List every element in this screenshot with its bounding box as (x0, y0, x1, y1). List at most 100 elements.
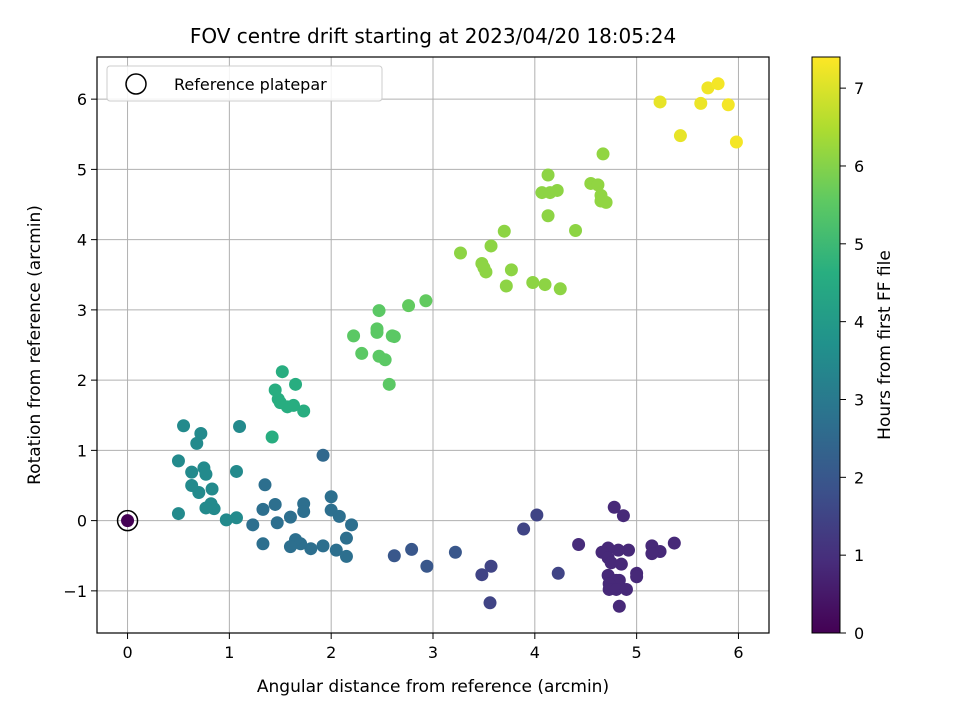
data-point (551, 566, 565, 580)
data-point (233, 419, 247, 433)
data-point (572, 537, 586, 551)
colorbar-tick-label: 0 (854, 624, 864, 643)
data-point (324, 490, 338, 504)
colorbar-label: Hours from first FF file (875, 250, 895, 440)
data-point (402, 299, 416, 313)
y-tick-label: 0 (77, 512, 87, 531)
data-point (550, 183, 564, 197)
data-point (475, 568, 489, 582)
colorbar-tick-label: 4 (854, 313, 864, 332)
reference-marker (116, 509, 139, 532)
data-point (630, 570, 644, 584)
data-point (229, 464, 243, 478)
colorbar: 0 1 2 3 4 5 6 7 Hours from first FF file (811, 56, 895, 643)
data-point (316, 539, 330, 553)
data-point (419, 294, 433, 308)
data-point (701, 81, 715, 95)
y-tick-label: 4 (77, 231, 87, 250)
x-tick-label: 1 (224, 643, 234, 662)
data-point (229, 511, 243, 525)
data-point (370, 325, 384, 339)
data-point (453, 246, 467, 260)
x-axis-ticks: 0 1 2 3 4 5 6 (122, 633, 744, 662)
data-point (171, 507, 185, 521)
reference-platepar-marker (116, 509, 139, 532)
data-point (387, 549, 401, 563)
x-tick-label: 0 (122, 643, 132, 662)
legend-label: Reference platepar (174, 75, 327, 94)
data-point (258, 478, 272, 492)
data-point (553, 282, 567, 296)
data-point (347, 329, 361, 343)
data-point (385, 329, 399, 343)
data-point (420, 559, 434, 573)
data-point (614, 557, 628, 571)
data-point (297, 404, 311, 418)
colorbar-tick-label: 5 (854, 235, 864, 254)
data-point (694, 96, 708, 110)
data-point (194, 427, 208, 441)
y-tick-label: 1 (77, 441, 87, 460)
data-point (345, 518, 359, 532)
data-point (171, 454, 185, 468)
data-point (199, 467, 213, 481)
data-point (382, 377, 396, 391)
data-point (616, 509, 630, 523)
data-point (246, 518, 260, 532)
colorbar-gradient (811, 56, 841, 634)
x-tick-label: 4 (530, 643, 540, 662)
data-point (504, 263, 518, 277)
data-point (621, 543, 635, 557)
data-point (484, 559, 498, 573)
data-point (530, 508, 544, 522)
data-point (355, 346, 369, 360)
y-tick-label: 6 (77, 90, 87, 109)
data-point (268, 497, 282, 511)
data-point (484, 239, 498, 253)
grid-lines (97, 57, 769, 633)
data-points (121, 77, 743, 613)
data-point (304, 542, 318, 556)
colorbar-tick-label: 2 (854, 468, 864, 487)
data-point (596, 147, 610, 161)
colorbar-tick-label: 1 (854, 546, 864, 565)
data-point (619, 582, 633, 596)
data-point (479, 265, 493, 279)
data-point (612, 599, 626, 613)
data-point (297, 504, 311, 518)
data-point (372, 304, 386, 318)
data-point (185, 465, 199, 479)
y-axis-ticks: −1 0 1 2 3 4 5 6 (63, 90, 97, 601)
data-point (339, 531, 353, 545)
colorbar-tick-label: 7 (854, 79, 864, 98)
y-tick-label: 5 (77, 160, 87, 179)
data-point (339, 549, 353, 563)
y-tick-label: 3 (77, 301, 87, 320)
data-point (604, 556, 618, 570)
data-point (673, 129, 687, 143)
data-point (378, 353, 392, 367)
data-point (541, 209, 555, 223)
data-point (645, 547, 659, 561)
x-axis-label: Angular distance from reference (arcmin) (257, 677, 609, 697)
data-point (667, 536, 681, 550)
data-point (729, 135, 743, 149)
data-point (283, 540, 297, 554)
x-tick-label: 6 (733, 643, 743, 662)
x-tick-label: 3 (428, 643, 438, 662)
legend-box (106, 65, 383, 102)
data-point (275, 365, 289, 379)
data-point (270, 516, 284, 530)
data-point (711, 77, 725, 91)
data-point (721, 98, 735, 112)
data-point (287, 398, 301, 412)
data-point (517, 522, 531, 536)
colorbar-ticks: 0 1 2 3 4 5 6 7 (840, 79, 864, 643)
data-point (332, 509, 346, 523)
data-point (329, 543, 343, 557)
colorbar-tick-label: 6 (854, 157, 864, 176)
data-point (199, 501, 213, 515)
y-tick-label: 2 (77, 371, 87, 390)
data-point (499, 279, 513, 293)
